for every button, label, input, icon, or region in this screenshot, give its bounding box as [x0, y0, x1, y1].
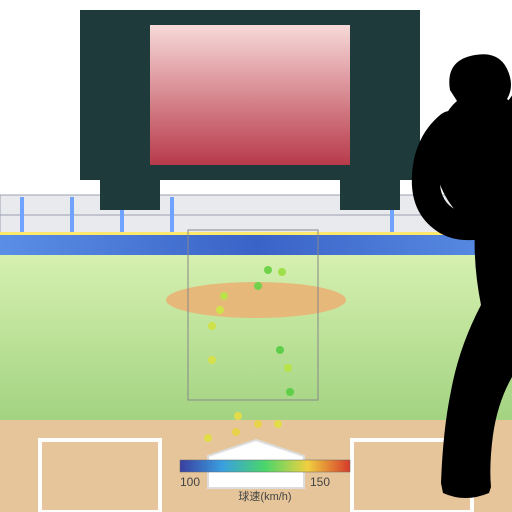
- outfield-wall: [0, 235, 512, 255]
- pitch-marker: [274, 420, 282, 428]
- pitch-marker: [208, 356, 216, 364]
- pitch-marker: [234, 412, 242, 420]
- pitch-marker: [284, 364, 292, 372]
- speed-colorbar: [180, 460, 350, 472]
- pitch-marker: [204, 434, 212, 442]
- railing: [70, 197, 74, 233]
- pitch-marker: [232, 428, 240, 436]
- pitch-marker: [220, 292, 228, 300]
- pitch-location-chart: 100 150 球速(km/h): [0, 0, 512, 512]
- scoreboard-leg: [340, 180, 400, 210]
- pitch-marker: [276, 346, 284, 354]
- railing: [20, 197, 24, 233]
- pitch-marker: [208, 322, 216, 330]
- scoreboard-screen: [150, 25, 350, 165]
- pitch-marker: [286, 388, 294, 396]
- pitch-marker: [254, 420, 262, 428]
- scoreboard-leg: [100, 180, 160, 210]
- colorbar-tick: 100: [180, 475, 200, 489]
- pitch-marker: [254, 282, 262, 290]
- colorbar-tick: 150: [310, 475, 330, 489]
- pitch-marker: [264, 266, 272, 274]
- pitch-marker: [278, 268, 286, 276]
- pitch-marker: [216, 306, 224, 314]
- colorbar-label: 球速(km/h): [238, 489, 291, 503]
- railing: [170, 197, 174, 233]
